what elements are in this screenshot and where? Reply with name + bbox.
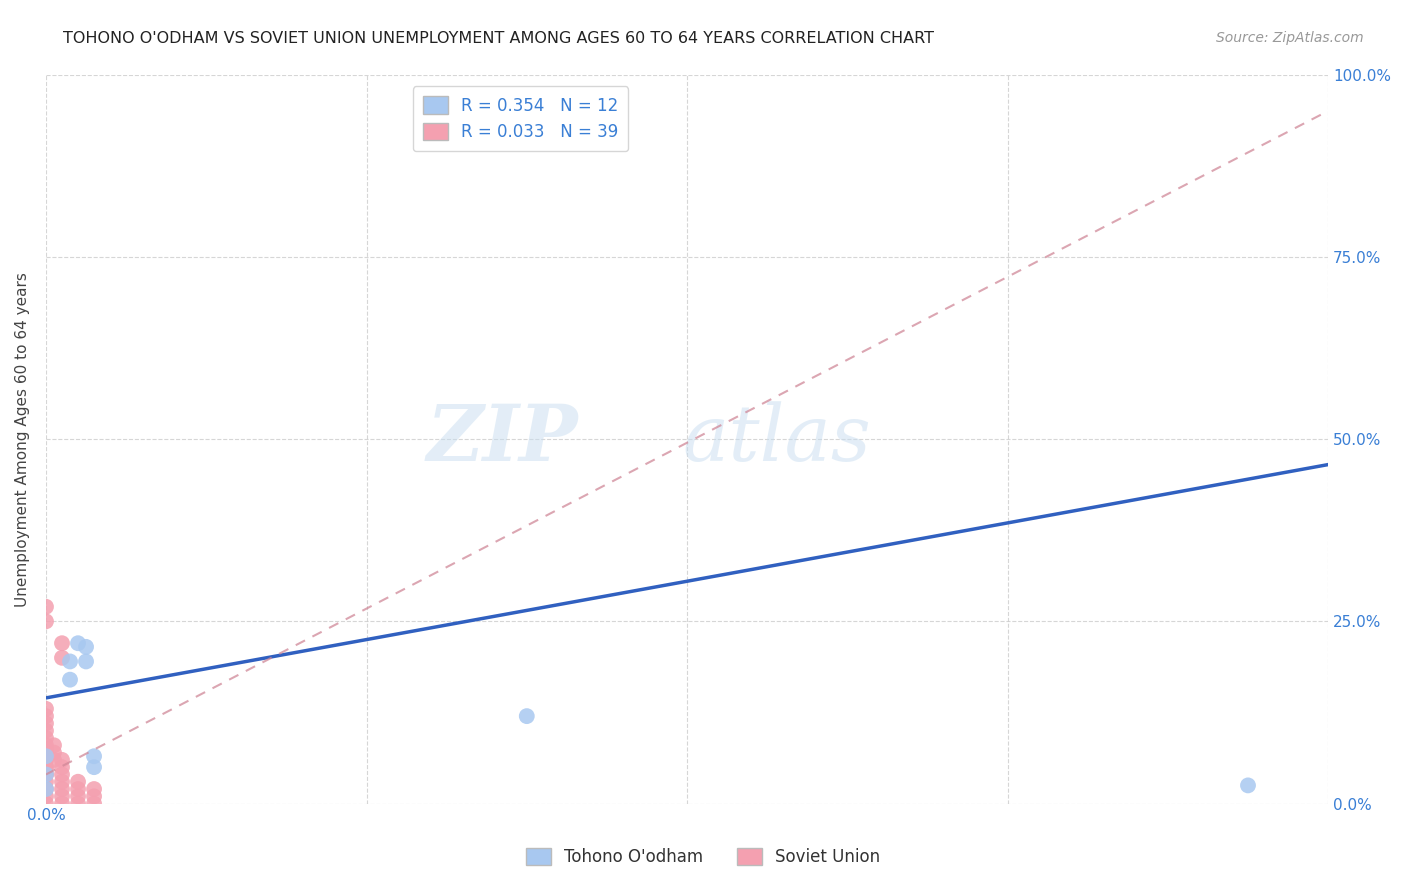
Point bbox=[35, 749, 58, 764]
Point bbox=[83, 760, 105, 774]
Point bbox=[83, 749, 105, 764]
Point bbox=[35, 723, 58, 738]
Point bbox=[75, 655, 97, 669]
Point bbox=[66, 789, 89, 804]
Point bbox=[42, 746, 65, 760]
Point bbox=[35, 599, 58, 614]
Point bbox=[35, 749, 58, 764]
Point bbox=[35, 731, 58, 745]
Point bbox=[35, 767, 58, 781]
Point bbox=[35, 615, 58, 629]
Text: ZIP: ZIP bbox=[426, 401, 578, 477]
Legend: Tohono O'odham, Soviet Union: Tohono O'odham, Soviet Union bbox=[519, 841, 887, 873]
Point bbox=[35, 782, 58, 797]
Point bbox=[35, 789, 58, 804]
Point bbox=[35, 742, 58, 756]
Point bbox=[42, 739, 65, 753]
Point bbox=[51, 774, 73, 789]
Point bbox=[51, 753, 73, 767]
Y-axis label: Unemployment Among Ages 60 to 64 years: Unemployment Among Ages 60 to 64 years bbox=[15, 272, 30, 607]
Point bbox=[83, 789, 105, 804]
Point bbox=[35, 760, 58, 774]
Point bbox=[51, 789, 73, 804]
Point bbox=[42, 753, 65, 767]
Point bbox=[516, 709, 538, 723]
Point bbox=[66, 774, 89, 789]
Point bbox=[35, 767, 58, 781]
Point bbox=[51, 782, 73, 797]
Point bbox=[51, 760, 73, 774]
Legend: R = 0.354   N = 12, R = 0.033   N = 39: R = 0.354 N = 12, R = 0.033 N = 39 bbox=[412, 87, 628, 151]
Point bbox=[66, 636, 89, 650]
Text: Source: ZipAtlas.com: Source: ZipAtlas.com bbox=[1216, 31, 1364, 45]
Point bbox=[59, 673, 82, 687]
Point bbox=[83, 797, 105, 811]
Point bbox=[35, 797, 58, 811]
Point bbox=[35, 709, 58, 723]
Point bbox=[51, 650, 73, 665]
Point bbox=[66, 782, 89, 797]
Point bbox=[35, 767, 58, 781]
Point bbox=[75, 640, 97, 654]
Point bbox=[35, 774, 58, 789]
Point bbox=[59, 655, 82, 669]
Point bbox=[35, 702, 58, 716]
Point bbox=[51, 767, 73, 781]
Point bbox=[66, 797, 89, 811]
Point bbox=[35, 716, 58, 731]
Point bbox=[51, 797, 73, 811]
Point bbox=[35, 753, 58, 767]
Text: atlas: atlas bbox=[682, 401, 872, 477]
Point bbox=[35, 760, 58, 774]
Point bbox=[35, 739, 58, 753]
Point bbox=[83, 782, 105, 797]
Point bbox=[51, 636, 73, 650]
Point bbox=[1237, 778, 1260, 792]
Text: TOHONO O'ODHAM VS SOVIET UNION UNEMPLOYMENT AMONG AGES 60 TO 64 YEARS CORRELATIO: TOHONO O'ODHAM VS SOVIET UNION UNEMPLOYM… bbox=[63, 31, 934, 46]
Point bbox=[35, 782, 58, 797]
Point bbox=[35, 746, 58, 760]
